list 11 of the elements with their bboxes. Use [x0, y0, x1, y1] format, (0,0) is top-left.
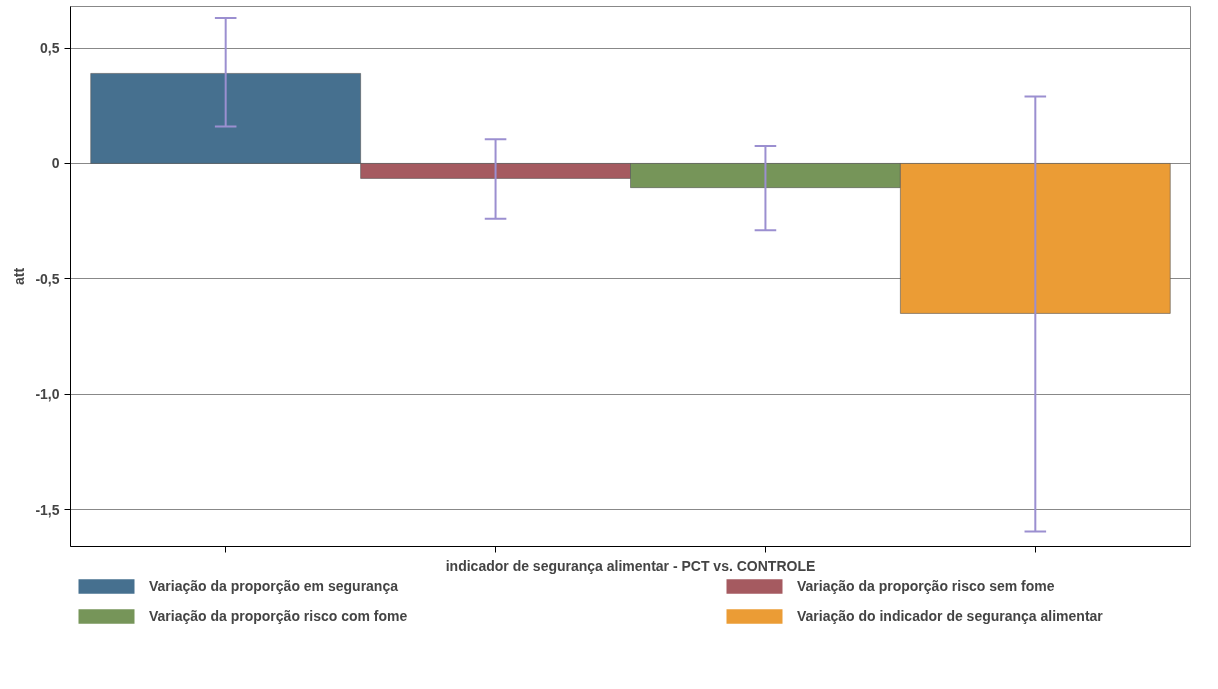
y-tick-label: -1,0 [35, 386, 60, 403]
y-tick-label: -1,5 [35, 501, 60, 518]
legend-label: Variação da proporção risco sem fome [797, 578, 1056, 594]
y-tick-label: -0,5 [35, 270, 60, 287]
y-axis-title: att [11, 267, 28, 286]
y-tick-label: 0,5 [40, 40, 60, 57]
legend-label: Variação do indicador de segurança alimentar [797, 608, 1104, 624]
legend-label: Variação da proporção em segurança [149, 578, 399, 594]
y-tick-label: 0 [51, 155, 60, 172]
x-axis-title: indicador de segurança alimentar - PCT vs. CONTROLE [445, 557, 816, 574]
legend-label: Variação da proporção risco com fome [149, 608, 409, 624]
